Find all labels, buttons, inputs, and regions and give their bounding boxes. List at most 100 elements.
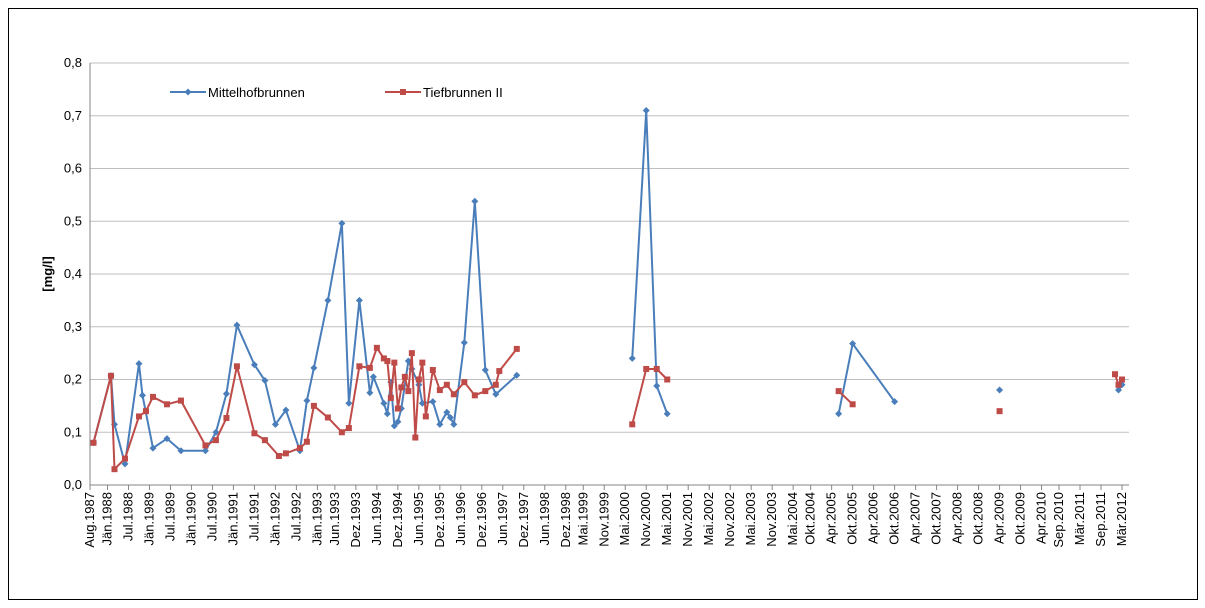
data-point xyxy=(135,360,143,368)
data-point xyxy=(222,390,230,398)
data-point xyxy=(142,408,149,415)
x-tick-label: Apr.2006 xyxy=(866,492,881,544)
data-point xyxy=(429,367,436,374)
data-point xyxy=(380,355,387,362)
y-tick-label: 0,0 xyxy=(64,477,82,492)
data-point xyxy=(429,398,437,406)
data-point xyxy=(835,410,843,418)
data-point xyxy=(481,366,489,374)
data-point xyxy=(223,415,230,422)
data-point xyxy=(628,354,636,362)
data-point xyxy=(422,413,429,420)
y-tick-label: 0,4 xyxy=(64,266,82,281)
x-tick-label: Nov.2000 xyxy=(638,492,653,547)
data-point xyxy=(471,197,479,205)
data-point xyxy=(233,321,241,329)
data-point xyxy=(1119,376,1126,383)
data-point xyxy=(163,401,170,408)
data-point xyxy=(212,428,220,436)
data-point xyxy=(324,296,332,304)
x-tick-label: Okt.2005 xyxy=(845,492,860,545)
x-tick-label: Sep.2010 xyxy=(1051,492,1066,548)
data-point xyxy=(177,397,184,404)
x-tick-label: Okt.2009 xyxy=(1013,492,1028,545)
data-point xyxy=(849,340,857,348)
data-point xyxy=(338,429,345,436)
data-point xyxy=(282,450,289,457)
data-point xyxy=(663,410,671,418)
x-tick-label: Mär.2011 xyxy=(1072,492,1087,545)
data-point xyxy=(366,364,373,371)
data-point xyxy=(338,219,346,227)
data-point xyxy=(629,421,636,428)
legend-label: Mittelhofbrunnen xyxy=(208,85,305,100)
data-point xyxy=(177,447,185,455)
x-tick-label: Nov.2001 xyxy=(680,492,695,547)
x-tick-label: Mai.2001 xyxy=(659,492,674,545)
data-point xyxy=(996,408,1003,415)
data-point xyxy=(450,391,457,398)
y-tick-label: 0,8 xyxy=(64,55,82,70)
x-tick-label: Jul.1992 xyxy=(288,492,303,541)
y-tick-label: 0,3 xyxy=(64,319,82,334)
x-tick-label: Mai.2002 xyxy=(701,492,716,545)
x-tick-label: Nov.2003 xyxy=(764,492,779,547)
data-point xyxy=(356,363,363,370)
data-point xyxy=(415,376,422,383)
x-tick-label: Jun.1994 xyxy=(369,492,384,546)
x-tick-label: Mai.2000 xyxy=(617,492,632,545)
data-point xyxy=(642,106,650,114)
data-point xyxy=(1115,381,1122,388)
x-tick-label: Jän.1993 xyxy=(309,492,324,546)
data-point xyxy=(653,365,660,372)
x-tick-label: Apr.2005 xyxy=(824,492,839,544)
data-point xyxy=(310,364,318,372)
legend-marker xyxy=(184,88,192,96)
data-point xyxy=(391,359,398,366)
x-tick-label: Dez.1997 xyxy=(516,492,531,548)
data-point xyxy=(436,420,444,428)
data-point xyxy=(90,439,97,446)
data-point xyxy=(419,359,426,366)
x-tick-label: Jul.1988 xyxy=(120,492,135,541)
x-tick-label: Dez.1994 xyxy=(390,492,405,548)
x-tick-label: Apr.2007 xyxy=(908,492,923,544)
data-point xyxy=(135,413,142,420)
data-point xyxy=(653,382,661,390)
x-tick-label: Jul.1991 xyxy=(246,492,261,541)
data-point xyxy=(383,410,391,418)
data-point xyxy=(201,447,209,455)
y-tick-label: 0,5 xyxy=(64,213,82,228)
data-point xyxy=(446,413,454,421)
data-point xyxy=(233,363,240,370)
x-tick-label: Jän.1990 xyxy=(183,492,198,546)
data-point xyxy=(387,394,394,401)
x-tick-label: Mai.2003 xyxy=(743,492,758,545)
data-point xyxy=(835,388,842,395)
x-tick-label: Jän.1988 xyxy=(99,492,114,546)
data-point xyxy=(412,434,419,441)
x-tick-label: Dez.1993 xyxy=(348,492,363,548)
data-point xyxy=(471,392,478,399)
data-point xyxy=(296,445,303,452)
y-tick-label: 0,1 xyxy=(64,424,82,439)
data-point xyxy=(1115,386,1123,394)
x-tick-label: Apr.2009 xyxy=(992,492,1007,544)
data-point xyxy=(111,466,118,473)
data-point xyxy=(436,387,443,394)
x-tick-label: Jul.1990 xyxy=(204,492,219,541)
x-tick-label: Jun.1995 xyxy=(411,492,426,546)
data-point xyxy=(212,437,219,444)
data-point xyxy=(460,339,468,347)
data-point xyxy=(355,296,363,304)
data-line xyxy=(631,367,668,425)
x-tick-label: Mär.2012 xyxy=(1114,492,1129,546)
data-point xyxy=(275,452,282,459)
data-point xyxy=(461,379,468,386)
x-tick-label: Aug.1987 xyxy=(82,492,97,548)
data-point xyxy=(149,444,157,452)
data-point xyxy=(496,368,503,375)
data-point xyxy=(492,381,499,388)
data-point xyxy=(643,365,650,372)
